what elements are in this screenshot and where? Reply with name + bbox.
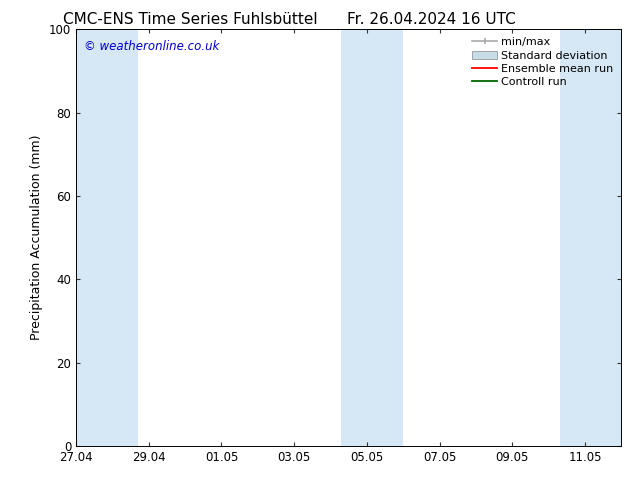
Legend: min/max, Standard deviation, Ensemble mean run, Controll run: min/max, Standard deviation, Ensemble me… (470, 35, 616, 89)
Bar (590, 29, 621, 446)
Y-axis label: Precipitation Accumulation (mm): Precipitation Accumulation (mm) (30, 135, 43, 341)
Text: © weatheronline.co.uk: © weatheronline.co.uk (84, 40, 219, 53)
Text: Fr. 26.04.2024 16 UTC: Fr. 26.04.2024 16 UTC (347, 12, 515, 27)
Bar (560, 29, 590, 446)
Bar (76, 29, 107, 446)
Bar (107, 29, 138, 446)
Text: CMC-ENS Time Series Fuhlsbüttel: CMC-ENS Time Series Fuhlsbüttel (63, 12, 318, 27)
Bar (342, 29, 372, 446)
Bar (372, 29, 403, 446)
